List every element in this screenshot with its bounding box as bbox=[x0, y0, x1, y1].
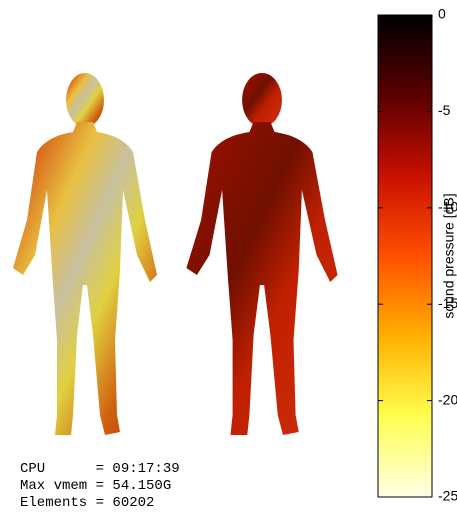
tick-label: -5 bbox=[438, 102, 451, 118]
tick-label: 0 bbox=[438, 6, 446, 22]
tick-label: -25 bbox=[438, 488, 457, 504]
colorbar bbox=[378, 15, 432, 497]
body-front-view bbox=[186, 73, 337, 435]
annotation: CPU = 09:17:39 bbox=[20, 461, 180, 477]
tick-label: -20 bbox=[438, 391, 457, 407]
page: sound pressure [dB] CPU = 09:17:39 Max v… bbox=[0, 0, 457, 513]
annotation: Elements = 60202 bbox=[20, 495, 154, 511]
figure: sound pressure [dB] CPU = 09:17:39 Max v… bbox=[0, 0, 457, 513]
annotation: Max vmem = 54.150G bbox=[20, 478, 171, 494]
body-back-view bbox=[13, 73, 157, 435]
tick-label: -10 bbox=[438, 199, 457, 215]
tick-label: -15 bbox=[438, 295, 457, 311]
